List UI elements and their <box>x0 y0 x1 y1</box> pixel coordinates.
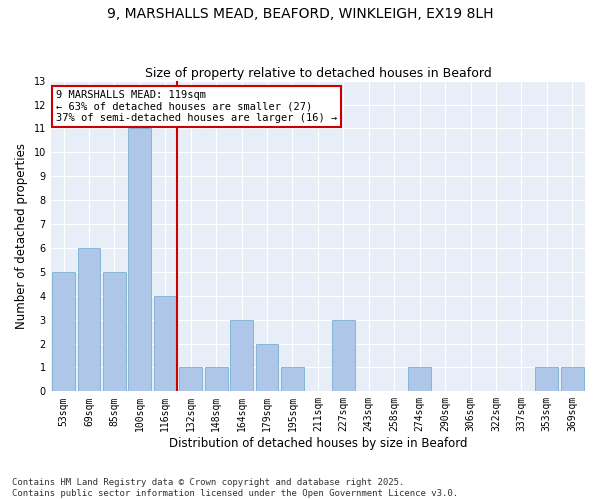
Bar <box>256 344 278 392</box>
Bar <box>154 296 177 392</box>
Bar <box>77 248 100 392</box>
Text: Contains HM Land Registry data © Crown copyright and database right 2025.
Contai: Contains HM Land Registry data © Crown c… <box>12 478 458 498</box>
X-axis label: Distribution of detached houses by size in Beaford: Distribution of detached houses by size … <box>169 437 467 450</box>
Bar <box>128 128 151 392</box>
Bar <box>205 368 227 392</box>
Text: 9 MARSHALLS MEAD: 119sqm
← 63% of detached houses are smaller (27)
37% of semi-d: 9 MARSHALLS MEAD: 119sqm ← 63% of detach… <box>56 90 337 123</box>
Bar <box>179 368 202 392</box>
Text: 9, MARSHALLS MEAD, BEAFORD, WINKLEIGH, EX19 8LH: 9, MARSHALLS MEAD, BEAFORD, WINKLEIGH, E… <box>107 8 493 22</box>
Bar <box>281 368 304 392</box>
Bar <box>535 368 558 392</box>
Bar <box>332 320 355 392</box>
Bar <box>561 368 584 392</box>
Y-axis label: Number of detached properties: Number of detached properties <box>15 143 28 329</box>
Bar <box>103 272 126 392</box>
Bar <box>408 368 431 392</box>
Bar <box>230 320 253 392</box>
Bar <box>52 272 75 392</box>
Title: Size of property relative to detached houses in Beaford: Size of property relative to detached ho… <box>145 66 491 80</box>
